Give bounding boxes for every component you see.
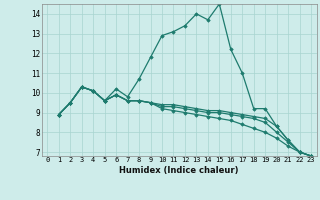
X-axis label: Humidex (Indice chaleur): Humidex (Indice chaleur) xyxy=(119,166,239,175)
